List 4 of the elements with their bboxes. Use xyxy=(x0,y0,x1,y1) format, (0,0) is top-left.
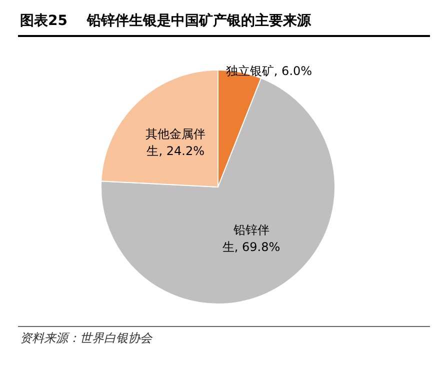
slice-label: 其他金属伴生, 24.2% xyxy=(146,126,206,158)
text: 资料来源：世界白银协会 xyxy=(20,330,152,347)
chart-title: 图表25 铅锌伴生银是中国矿产银的主要来源 xyxy=(20,12,311,30)
slice-label: 铅锌伴生, 69.8% xyxy=(222,223,280,254)
